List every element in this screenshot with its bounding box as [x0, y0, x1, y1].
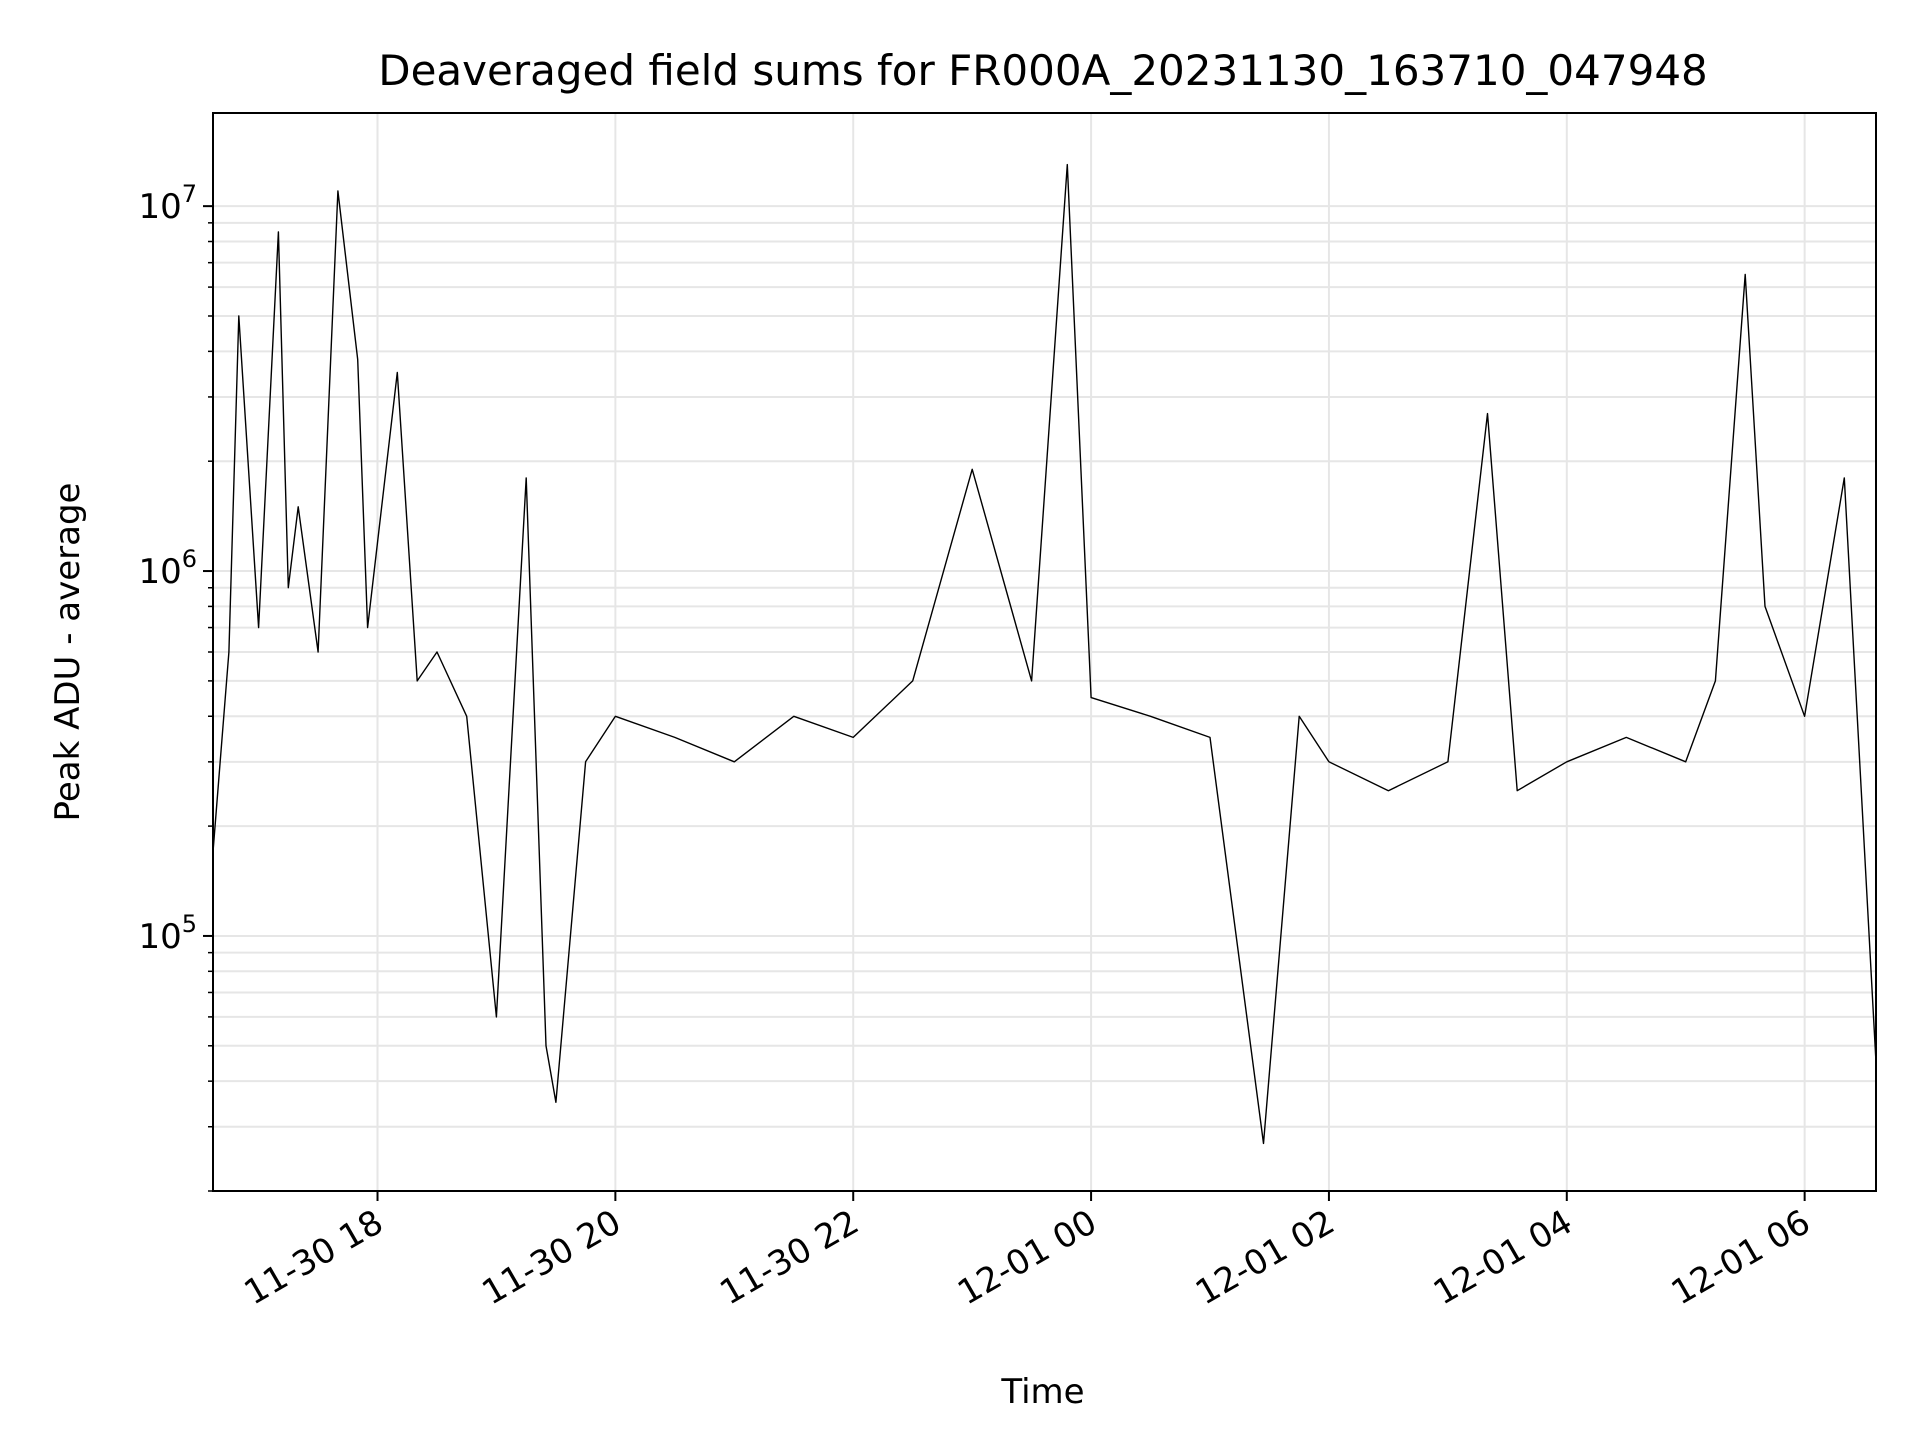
y-tick-label: 107	[138, 180, 197, 227]
y-tick-exponent: 5	[182, 910, 197, 938]
y-tick-base: 10	[138, 917, 181, 957]
series-line-group	[212, 163, 1877, 1145]
y-tick-exponent: 7	[182, 180, 197, 208]
y-tick-base: 10	[138, 187, 181, 227]
y-tick-exponent: 6	[182, 545, 197, 573]
y-tick-base: 10	[138, 552, 181, 592]
y-tick-label: 105	[138, 910, 197, 957]
series-line	[212, 163, 1877, 1145]
x-axis-label: Time	[1000, 1372, 1084, 1412]
y-axis-label: Peak ADU - average	[48, 483, 88, 822]
y-tick-label: 106	[138, 545, 197, 592]
chart-title: Deaveraged field sums for FR000A_2023113…	[378, 46, 1708, 95]
